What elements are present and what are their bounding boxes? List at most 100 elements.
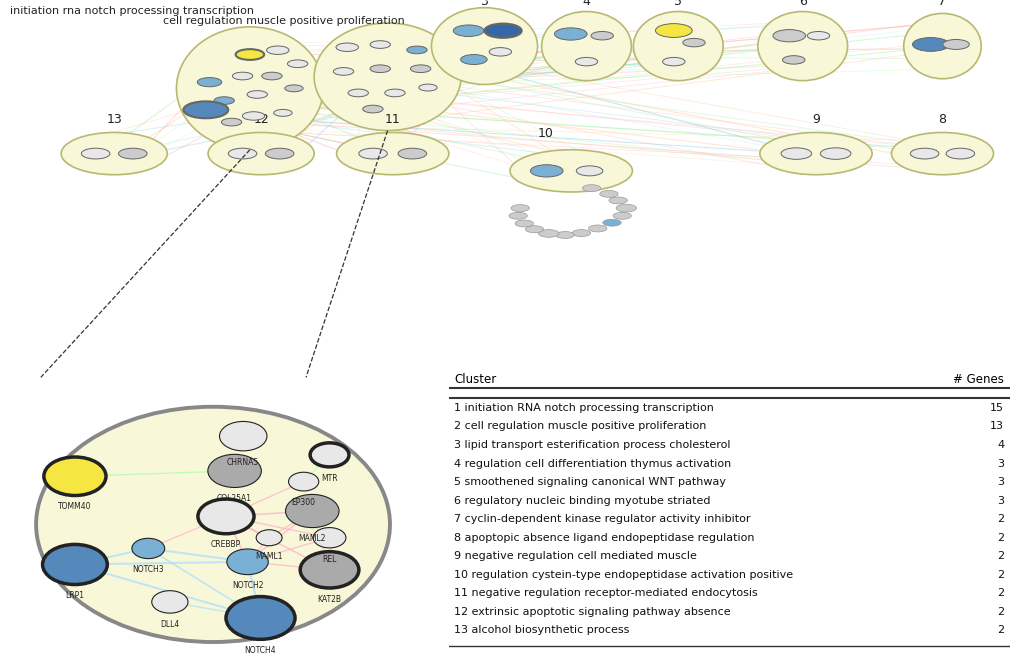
Circle shape xyxy=(43,544,107,585)
Circle shape xyxy=(655,24,692,38)
Circle shape xyxy=(219,422,267,451)
Ellipse shape xyxy=(633,11,722,81)
Ellipse shape xyxy=(336,132,448,175)
Circle shape xyxy=(612,213,631,219)
Circle shape xyxy=(266,46,288,54)
Text: 2 cell regulation muscle positive proliferation: 2 cell regulation muscle positive prolif… xyxy=(454,422,706,432)
Circle shape xyxy=(284,85,303,92)
Text: 13 alcohol biosynthetic process: 13 alcohol biosynthetic process xyxy=(454,626,629,636)
Circle shape xyxy=(910,148,938,159)
Circle shape xyxy=(912,38,949,52)
Circle shape xyxy=(243,112,265,120)
Circle shape xyxy=(538,230,558,237)
Circle shape xyxy=(232,72,253,80)
Text: MTR: MTR xyxy=(321,473,337,483)
Circle shape xyxy=(461,54,487,64)
Circle shape xyxy=(384,89,405,97)
Circle shape xyxy=(335,43,358,52)
Circle shape xyxy=(226,596,294,639)
Text: 4: 4 xyxy=(582,0,590,9)
Circle shape xyxy=(525,226,543,232)
Text: 12 extrinsic apoptotic signaling pathway absence: 12 extrinsic apoptotic signaling pathway… xyxy=(454,607,731,617)
Text: 10 regulation cystein-type endopeptidase activation positive: 10 regulation cystein-type endopeptidase… xyxy=(454,570,793,580)
Text: KAT2B: KAT2B xyxy=(317,594,341,604)
Circle shape xyxy=(508,213,527,219)
Circle shape xyxy=(214,97,234,105)
Ellipse shape xyxy=(891,132,993,175)
Circle shape xyxy=(602,219,621,226)
Text: TOMM40: TOMM40 xyxy=(58,502,92,511)
Text: initiation rna notch processing transcription: initiation rna notch processing transcri… xyxy=(10,6,254,16)
Circle shape xyxy=(781,148,811,160)
Circle shape xyxy=(511,205,529,212)
Circle shape xyxy=(313,528,345,548)
Circle shape xyxy=(772,30,805,42)
Text: 5: 5 xyxy=(674,0,682,9)
Circle shape xyxy=(347,89,368,97)
Circle shape xyxy=(82,148,110,159)
Circle shape xyxy=(221,118,242,126)
Text: 2: 2 xyxy=(997,626,1003,636)
Text: 3: 3 xyxy=(997,477,1003,487)
Text: 3: 3 xyxy=(480,0,488,9)
Text: 13: 13 xyxy=(106,113,122,126)
Text: 3: 3 xyxy=(997,459,1003,469)
Text: 4 regulation cell differentiation thymus activation: 4 regulation cell differentiation thymus… xyxy=(454,459,731,469)
Text: cell regulation muscle positive proliferation: cell regulation muscle positive prolifer… xyxy=(163,16,405,26)
Ellipse shape xyxy=(541,11,631,81)
Circle shape xyxy=(484,24,521,38)
Text: LRP1: LRP1 xyxy=(65,591,85,600)
Text: REL: REL xyxy=(322,555,336,563)
Text: EP300: EP300 xyxy=(291,498,315,506)
Circle shape xyxy=(256,530,282,545)
Text: NOTCH4: NOTCH4 xyxy=(245,646,276,655)
Circle shape xyxy=(515,220,533,227)
Circle shape xyxy=(287,60,308,68)
Ellipse shape xyxy=(757,11,847,81)
Circle shape xyxy=(942,40,968,50)
Circle shape xyxy=(590,32,612,40)
Circle shape xyxy=(359,148,387,159)
Circle shape xyxy=(44,457,106,495)
Text: 5 smoothened signaling canonical WNT pathway: 5 smoothened signaling canonical WNT pat… xyxy=(454,477,726,487)
Circle shape xyxy=(407,46,427,54)
Circle shape xyxy=(197,77,221,87)
Text: 2: 2 xyxy=(997,607,1003,617)
Circle shape xyxy=(300,551,359,588)
Text: CREBBP: CREBBP xyxy=(211,540,240,549)
Text: 8: 8 xyxy=(937,113,946,126)
Text: NOTCH2: NOTCH2 xyxy=(231,581,263,591)
Text: MAML1: MAML1 xyxy=(255,553,282,561)
Text: 2: 2 xyxy=(997,514,1003,524)
Text: 9 negative regulation cell mediated muscle: 9 negative regulation cell mediated musc… xyxy=(454,551,697,561)
Text: 15: 15 xyxy=(989,403,1003,413)
Circle shape xyxy=(419,84,437,91)
Circle shape xyxy=(682,38,704,47)
Text: 2: 2 xyxy=(997,570,1003,580)
Text: 2: 2 xyxy=(997,533,1003,543)
Circle shape xyxy=(819,148,850,160)
Text: 10: 10 xyxy=(537,127,553,140)
Circle shape xyxy=(806,32,828,40)
Circle shape xyxy=(370,65,390,73)
Circle shape xyxy=(572,230,590,236)
Text: 3 lipid transport esterification process cholesterol: 3 lipid transport esterification process… xyxy=(454,440,731,450)
Circle shape xyxy=(262,72,282,80)
Circle shape xyxy=(152,591,187,613)
Text: 11 negative regulation receptor-mediated endocytosis: 11 negative regulation receptor-mediated… xyxy=(454,589,757,598)
Circle shape xyxy=(247,91,267,98)
Text: Cluster: Cluster xyxy=(454,373,496,386)
Text: COL25A1: COL25A1 xyxy=(217,494,252,503)
Circle shape xyxy=(410,65,430,73)
Ellipse shape xyxy=(431,8,537,85)
Circle shape xyxy=(946,148,974,159)
Text: 6 regulatory nucleic binding myotube striated: 6 regulatory nucleic binding myotube str… xyxy=(454,496,710,506)
Circle shape xyxy=(582,185,600,191)
Text: 13: 13 xyxy=(989,422,1003,432)
Text: 8 apoptopic absence ligand endopeptidase regulation: 8 apoptopic absence ligand endopeptidase… xyxy=(454,533,754,543)
Circle shape xyxy=(370,40,390,48)
Ellipse shape xyxy=(208,132,314,175)
Text: 2: 2 xyxy=(997,589,1003,598)
Text: 7 cyclin-dependent kinase regulator activity inhibitor: 7 cyclin-dependent kinase regulator acti… xyxy=(454,514,750,524)
Circle shape xyxy=(575,58,597,66)
